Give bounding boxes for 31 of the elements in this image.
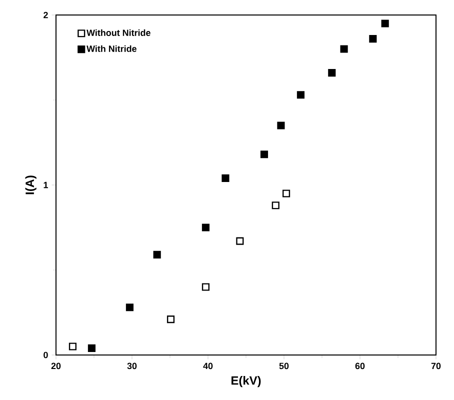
point: [166, 316, 175, 324]
y-tick-label: 1: [44, 182, 48, 188]
x-tick-label: 50: [279, 362, 289, 370]
point: [222, 174, 230, 182]
point: [202, 283, 210, 291]
point: [236, 237, 244, 245]
point: [88, 344, 96, 352]
point: [272, 202, 280, 210]
legend-label: Without Nitride: [86, 29, 150, 36]
point: [277, 122, 285, 130]
x-tick-label: 30: [127, 362, 137, 370]
point: [68, 342, 77, 350]
point: [202, 224, 210, 232]
point: [282, 190, 290, 198]
point: [296, 91, 305, 99]
point: [369, 35, 377, 43]
x-tick-label: 70: [431, 362, 441, 370]
point: [126, 304, 134, 312]
x-tick-label: 60: [355, 362, 365, 370]
point: [340, 45, 348, 53]
y-axis-title: I(A): [25, 176, 36, 194]
y-tick-label: 0: [44, 352, 48, 358]
point: [328, 69, 336, 77]
point: [153, 250, 161, 258]
y-tick-label: 2: [44, 12, 48, 18]
x-axis-title: E(kV): [232, 376, 261, 388]
x-tick-label: 40: [203, 362, 213, 370]
point: [381, 20, 389, 28]
point: [260, 150, 268, 158]
x-tick-label: 20: [51, 362, 61, 370]
legend-label: With Nitride: [86, 45, 136, 52]
